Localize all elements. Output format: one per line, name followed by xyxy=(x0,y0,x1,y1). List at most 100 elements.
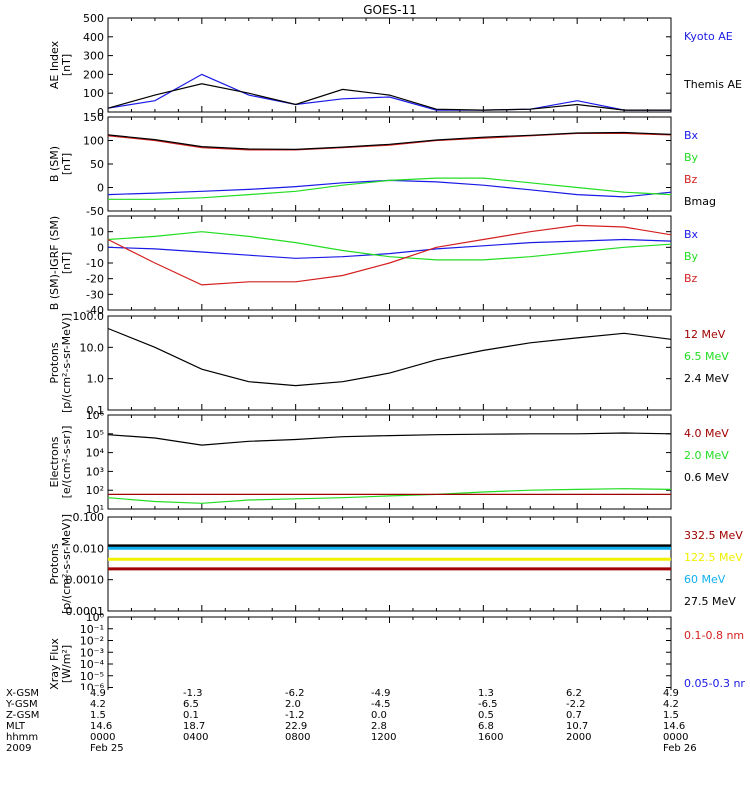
orbit-table: X-GSM 4.9 -1.3 -6.2 -4.9 1.3 6.2 4.9 Y-G… xyxy=(0,688,750,800)
series-line xyxy=(107,432,672,446)
y-tick-label: 0 xyxy=(97,182,104,195)
panel-frame xyxy=(107,17,672,113)
orbit-cell: -4.5 xyxy=(371,699,391,710)
panel-3: 100.0 10.0 1.0 0.1 Protons [p/(cm²-s-sr-MeV)]… xyxy=(48,310,729,417)
legend-label: 4.0 MeV xyxy=(684,427,729,440)
legend-label: 12 MeV xyxy=(684,328,726,341)
legend-label: 0.05-0.3 nr xyxy=(684,677,745,690)
orbit-cell: -1.3 xyxy=(183,688,203,699)
series-line xyxy=(108,177,672,200)
legend-label: Bz xyxy=(684,272,698,285)
orbit-cell: 4.2 xyxy=(90,699,106,710)
series-line xyxy=(107,132,672,151)
orbit-row-label: Y-GSM xyxy=(6,699,38,710)
y-tick-label: 1.0 xyxy=(87,373,105,386)
y-tick-label: 10³ xyxy=(86,465,104,478)
orbit-cell: 1.3 xyxy=(478,688,494,699)
y-tick-label: 10² xyxy=(86,484,104,497)
y-axis-label: B (SM) xyxy=(48,146,61,182)
orbit-cell: -6.5 xyxy=(478,699,498,710)
orbit-cell: 0.1 xyxy=(183,710,199,721)
y-axis-label: [nT] xyxy=(60,252,73,274)
series-line xyxy=(107,231,672,261)
y-tick-label: 0.0010 xyxy=(66,574,105,587)
y-axis-label: Electrons xyxy=(48,436,61,487)
y-tick-label: 10¹ xyxy=(86,503,104,516)
orbit-row-label: hhmm xyxy=(6,732,39,743)
y-tick-label: 10⁵ xyxy=(86,428,104,441)
y-axis-label: [nT] xyxy=(60,153,73,175)
y-tick-label: 10⁶ xyxy=(86,409,105,422)
y-tick-label: 0.100 xyxy=(73,511,105,524)
y-axis-label: [e/(cm²-s-sr)] xyxy=(60,426,73,499)
orbit-cell: 2000 xyxy=(566,732,592,743)
y-tick-label: 0 xyxy=(97,241,104,254)
y-tick-label: 0.010 xyxy=(73,542,105,555)
orbit-cell: 1.5 xyxy=(90,710,106,721)
y-tick-label: 0.0001 xyxy=(66,605,105,618)
legend-label: 2.4 MeV xyxy=(684,372,729,385)
legend-label: 6.5 MeV xyxy=(684,350,729,363)
panel-frame xyxy=(107,315,672,411)
orbit-cell: 0.7 xyxy=(566,710,582,721)
panel-frame xyxy=(107,516,672,612)
y-tick-label: 10⁻² xyxy=(80,635,104,648)
orbit-cell: 4.9 xyxy=(663,688,679,699)
series-line xyxy=(107,238,672,259)
legend-label: 332.5 MeV xyxy=(684,529,743,542)
orbit-cell: 1.5 xyxy=(663,710,679,721)
y-tick-label: 10.0 xyxy=(80,341,105,354)
orbit-row-label: X-GSM xyxy=(6,688,40,699)
series-line xyxy=(107,224,672,286)
y-axis-label: AE Index xyxy=(48,40,61,89)
y-tick-label: 10⁻⁶ xyxy=(80,682,105,691)
orbit-cell: 18.7 xyxy=(183,721,206,732)
legend-label: 60 MeV xyxy=(684,573,726,586)
panel-4: 10⁶ 10⁵ 10⁴ 10³ 10² 10¹ Electrons [e/(cm²-s-sr)… xyxy=(48,409,729,516)
orbit-row-label: Z-GSM xyxy=(6,710,40,721)
orbit-cell: -4.9 xyxy=(371,688,391,699)
y-tick-label: 10⁻¹ xyxy=(80,623,104,636)
y-tick-label: 100.0 xyxy=(73,310,105,323)
orbit-cell: -6.2 xyxy=(285,688,305,699)
legend-label: Kyoto AE xyxy=(684,30,733,43)
y-axis-label: Protons xyxy=(48,342,61,383)
legend-label: 122.5 MeV xyxy=(684,551,743,564)
legend-label: Bx xyxy=(684,129,699,142)
orbit-cell: 10.7 xyxy=(566,721,589,732)
y-axis-label: [p/(cm²-s-sr-MeV)] xyxy=(60,514,73,614)
y-tick-label: 400 xyxy=(83,31,104,44)
series-line xyxy=(107,488,672,504)
legend-label: 27.5 MeV xyxy=(684,595,736,608)
y-tick-label: -20 xyxy=(86,273,104,286)
y-axis-label: Xray Flux xyxy=(48,638,61,690)
panel-0: 500 400 300 200 100 0 AE Index [nT] Kyoto AE Them… xyxy=(48,12,742,119)
orbit-cell: 0.5 xyxy=(478,710,494,721)
legend-label: Bmag xyxy=(684,195,716,208)
legend-label: Bx xyxy=(684,228,699,241)
panel-6: 10⁰10⁻¹10⁻²10⁻³10⁻⁴10⁻⁵10⁻⁶10⁻⁷10⁻⁸Xray … xyxy=(48,611,745,690)
plot-title: GOES-11 xyxy=(363,3,417,17)
y-tick-label: 10⁻³ xyxy=(80,646,104,659)
legend-label: 0.1-0.8 nm xyxy=(684,629,744,642)
y-tick-label: -40 xyxy=(86,304,104,317)
y-axis-label: [nT] xyxy=(60,54,73,76)
orbit-cell: 2.8 xyxy=(371,721,387,732)
y-axis-label: B (SM)-IGRF (SM) xyxy=(48,216,61,310)
orbit-cell: 0.0 xyxy=(371,710,387,721)
y-tick-label: 50 xyxy=(90,158,104,171)
orbit-cell: 4.9 xyxy=(90,688,106,699)
y-tick-label: 300 xyxy=(83,50,104,63)
orbit-cell: 22.9 xyxy=(285,721,308,732)
y-tick-label: 100 xyxy=(83,135,104,148)
orbit-cell: 14.6 xyxy=(663,721,686,732)
orbit-row-label: MLT xyxy=(6,721,25,732)
orbit-cell: Feb 25 xyxy=(90,743,124,754)
y-axis-label: [W/m²] xyxy=(60,645,73,683)
orbit-cell: Feb 26 xyxy=(663,743,697,754)
y-tick-label: 0 xyxy=(97,106,104,119)
orbit-cell: 6.8 xyxy=(478,721,494,732)
y-tick-label: 10⁴ xyxy=(86,447,105,460)
y-tick-label: 500 xyxy=(83,12,104,25)
